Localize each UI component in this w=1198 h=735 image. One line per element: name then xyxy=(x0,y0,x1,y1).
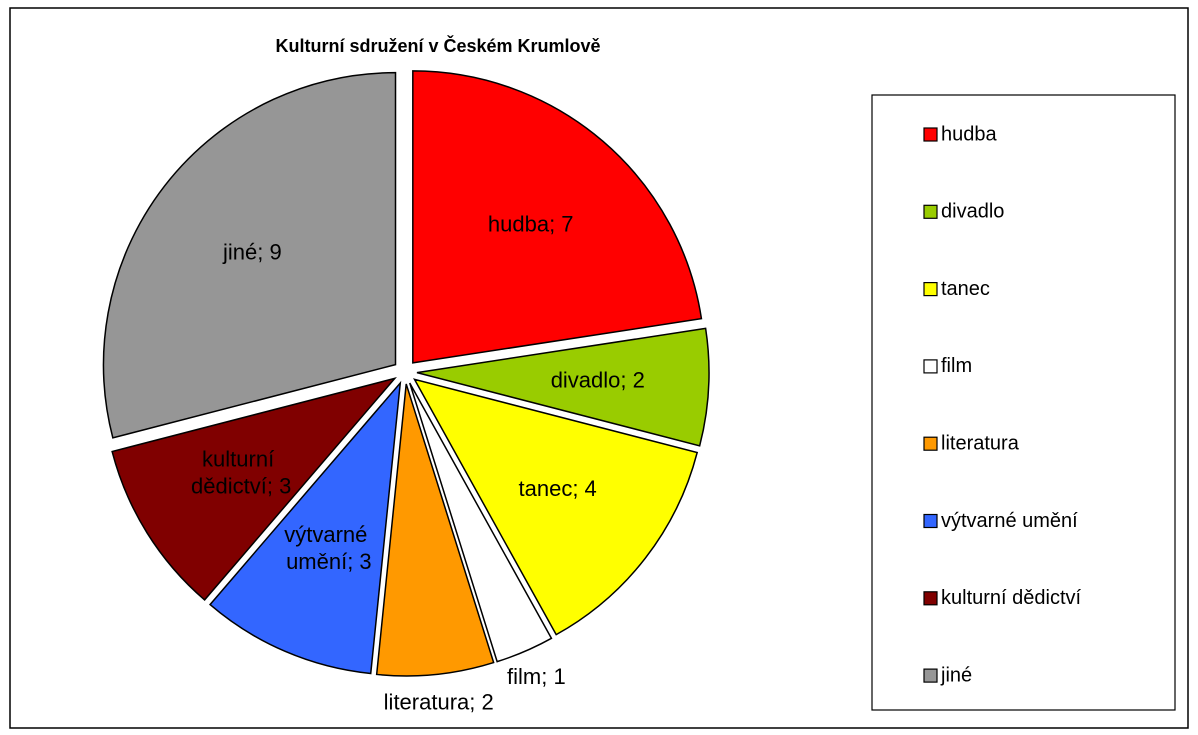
pie-slice xyxy=(209,380,402,675)
legend-label: jiné xyxy=(940,664,972,686)
legend-swatch xyxy=(923,436,938,451)
data-label: výtvarné umění; 3 xyxy=(284,522,373,574)
pie-slice xyxy=(412,70,703,364)
chart-title: Kulturní sdružení v Českém Krumlově xyxy=(275,35,600,56)
legend-box xyxy=(871,94,1176,711)
pie-slice xyxy=(375,383,495,677)
legend-swatch xyxy=(923,668,938,683)
data-label: hudba; 7 xyxy=(488,211,574,236)
pie-slice xyxy=(416,327,710,447)
data-label: kulturní dědictví; 3 xyxy=(191,446,291,498)
legend-label: hudba xyxy=(941,123,997,145)
legend-label: film xyxy=(941,355,972,377)
pie-slice xyxy=(409,382,553,663)
data-label: literatura; 2 xyxy=(384,689,494,714)
legend-swatch xyxy=(923,127,938,142)
legend-swatch xyxy=(923,591,938,606)
data-label: divadlo; 2 xyxy=(551,368,645,393)
legend-swatch xyxy=(923,359,938,374)
legend-swatch xyxy=(923,513,938,529)
data-label: tanec; 4 xyxy=(519,476,597,501)
legend-label: výtvarné umění xyxy=(941,510,1078,532)
pie-slice xyxy=(102,71,397,439)
legend-swatch xyxy=(923,282,938,297)
data-label: film; 1 xyxy=(507,664,566,689)
legend-swatch xyxy=(923,204,938,219)
pie-slice xyxy=(412,378,699,636)
legend-label: divadlo xyxy=(941,201,1004,223)
pie-slice xyxy=(111,377,397,601)
legend-label: kulturní dědictví xyxy=(941,587,1082,609)
data-label: jiné; 9 xyxy=(222,240,282,265)
legend-label: literatura xyxy=(941,432,1020,454)
legend-label: tanec xyxy=(941,278,990,300)
